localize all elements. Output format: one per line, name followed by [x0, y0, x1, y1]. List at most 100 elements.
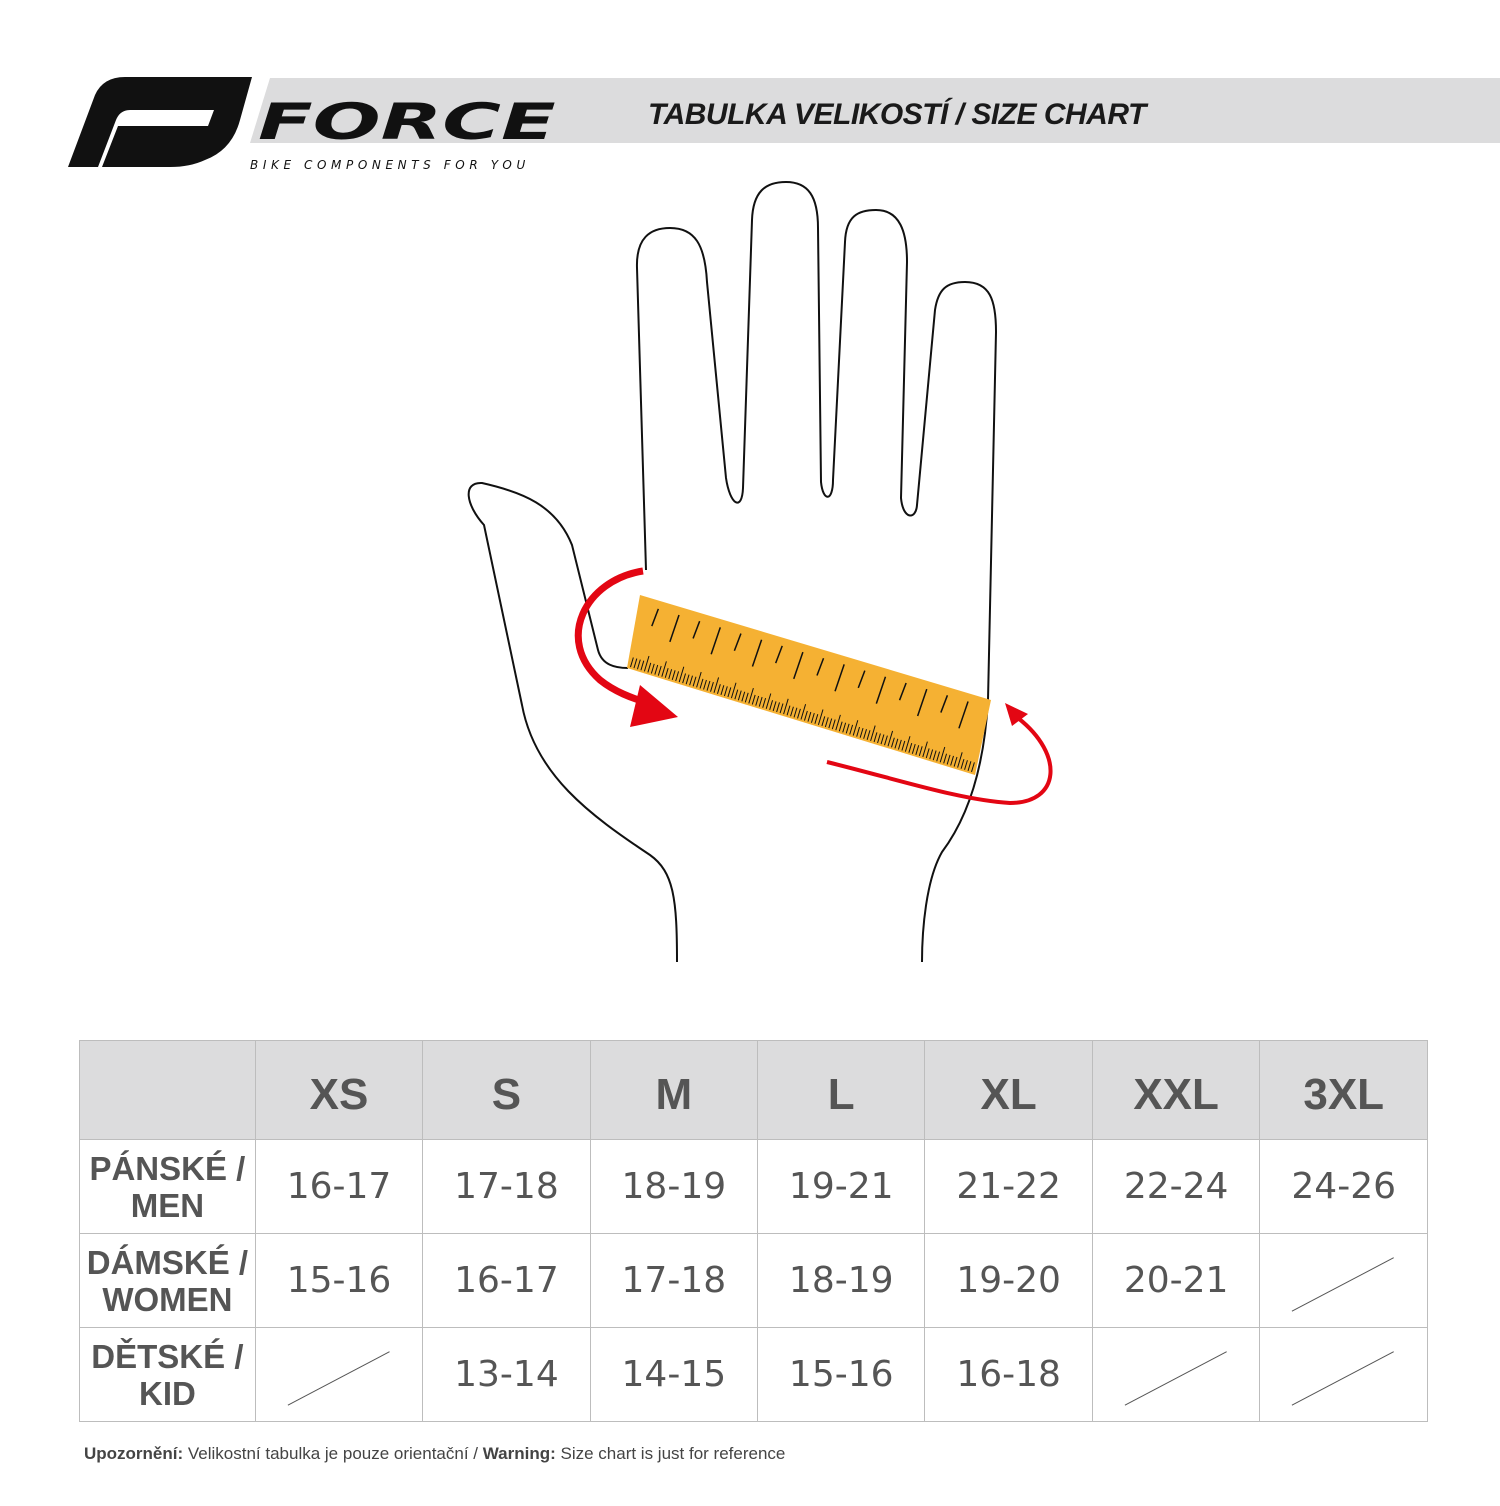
- ruler-tick: [748, 687, 754, 704]
- hand-outline-icon: [467, 180, 998, 963]
- size-header: XS: [254, 1040, 424, 1140]
- ruler-tick: [733, 633, 742, 652]
- ruler-tick: [964, 760, 968, 770]
- ruler-tick: [821, 716, 826, 727]
- slash-icon: [1124, 1351, 1227, 1406]
- size-value-cell: 15-16: [254, 1233, 424, 1328]
- ruler-tick: [755, 695, 760, 706]
- ruler-tick: [779, 703, 784, 714]
- ruler-tick: [758, 696, 763, 707]
- ruler-tick: [706, 680, 711, 691]
- ruler-tick: [734, 689, 739, 700]
- ruler-tick: [877, 733, 881, 744]
- ruler-tick: [630, 657, 634, 668]
- ruler-tick: [810, 712, 815, 723]
- size-value-cell: 16-18: [924, 1327, 1093, 1422]
- size-header: L: [757, 1040, 926, 1140]
- ruler-tick: [939, 746, 946, 763]
- slash-icon: [287, 1351, 390, 1406]
- ruler-tick: [727, 687, 732, 698]
- ruler-tick: [866, 730, 871, 740]
- note-text-cz: Velikostní tabulka je pouze orientační /: [183, 1444, 483, 1463]
- ruler-tick: [953, 756, 958, 767]
- ruler-tick: [897, 739, 902, 750]
- row-label-line1: PÁNSKÉ /: [89, 1149, 246, 1187]
- size-value-cell: 13-14: [422, 1327, 591, 1422]
- ruler-tick: [845, 723, 850, 734]
- ruler-tick: [936, 751, 941, 762]
- ruler-tick: [650, 663, 655, 674]
- ruler-tick: [689, 675, 693, 686]
- ruler-tick: [904, 736, 911, 752]
- ruler-tick: [894, 738, 899, 749]
- ruler-tick: [958, 701, 969, 729]
- ruler-tick: [668, 669, 673, 679]
- ruler-tick: [932, 750, 937, 761]
- ruler-tick: [678, 666, 685, 683]
- ruler-tick: [723, 686, 728, 697]
- ruler-tick: [814, 714, 819, 724]
- ruler-tick: [661, 661, 667, 677]
- ruler-tick: [957, 752, 963, 768]
- ruler-tick: [717, 684, 721, 694]
- size-value-cell: 16-17: [254, 1139, 424, 1234]
- ruler-tick: [817, 709, 824, 725]
- ruler-tick: [730, 682, 737, 699]
- ruler-tick: [880, 734, 885, 745]
- size-value-cell: 18-19: [757, 1233, 926, 1328]
- ruler-tick: [824, 717, 829, 728]
- ruler-tick: [831, 719, 836, 730]
- page-title: TABULKA VELIKOSTÍ / SIZE CHART: [648, 98, 1146, 131]
- ruler-tick: [971, 762, 975, 773]
- ruler-tick: [774, 645, 783, 664]
- table-row: PÁNSKÉ / MEN 16-17 17-18 18-19 19-21 21-22 22-2…: [79, 1139, 1428, 1234]
- ruler-tick: [692, 676, 697, 687]
- header-background: [250, 78, 1500, 143]
- size-header: XL: [924, 1040, 1093, 1140]
- ruler-tick: [967, 761, 972, 772]
- ruler-tick: [762, 698, 767, 708]
- ruler-tick: [807, 711, 812, 722]
- ruler-tick: [856, 726, 861, 737]
- ruler-tick: [828, 718, 833, 729]
- size-value-cell: 19-20: [924, 1233, 1093, 1328]
- ruler-tick: [908, 742, 913, 753]
- ruler-tick: [849, 724, 854, 735]
- not-available-cell: [1259, 1327, 1428, 1422]
- ruler-tick: [710, 681, 714, 692]
- ruler-tick: [852, 720, 859, 736]
- ruler-tick: [946, 754, 951, 765]
- logo-tagline: BIKE COMPONENTS FOR YOU: [250, 158, 530, 172]
- size-table: XS S M L XL XXL 3XL PÁNSKÉ / MEN 16-17 17-1…: [79, 1040, 1428, 1422]
- ruler-tick: [636, 659, 641, 670]
- note-label-cz: Upozornění:: [84, 1444, 184, 1463]
- ruler-tick: [664, 668, 669, 678]
- ruler-tick: [842, 722, 847, 733]
- ruler-tick: [797, 708, 801, 719]
- size-value-cell: 19-21: [757, 1139, 926, 1234]
- table-row: DĚTSKÉ / KID 13-14 14-15 15-16 16-18: [79, 1327, 1428, 1422]
- size-value-cell: 22-24: [1091, 1139, 1261, 1234]
- ruler-tick: [744, 692, 749, 703]
- ruler-tick: [643, 655, 650, 672]
- ruler-tick: [671, 670, 676, 681]
- not-available-cell: [1091, 1327, 1261, 1422]
- ruler-tick: [891, 737, 895, 748]
- ruler-tick: [943, 753, 948, 764]
- ruler-tick: [887, 730, 894, 747]
- ruler-tick: [859, 727, 864, 738]
- size-value-cell: 17-18: [589, 1233, 759, 1328]
- ruler-tick: [929, 749, 934, 760]
- size-header: XXL: [1091, 1040, 1261, 1140]
- size-value-cell: 16-17: [422, 1233, 591, 1328]
- note-label-en: Warning:: [482, 1444, 556, 1463]
- ruler-tick: [685, 674, 690, 685]
- ruler-icon: [627, 595, 991, 775]
- ruler-tick: [741, 691, 746, 702]
- ruler-tick: [772, 701, 777, 712]
- table-row: DÁMSKÉ / WOMEN 15-16 16-17 17-18 18-19 19-20 20…: [79, 1233, 1428, 1328]
- ruler-tick: [751, 639, 763, 667]
- ruler-tick: [720, 685, 725, 696]
- ruler-tick: [640, 660, 645, 671]
- ruler-tick: [696, 671, 702, 688]
